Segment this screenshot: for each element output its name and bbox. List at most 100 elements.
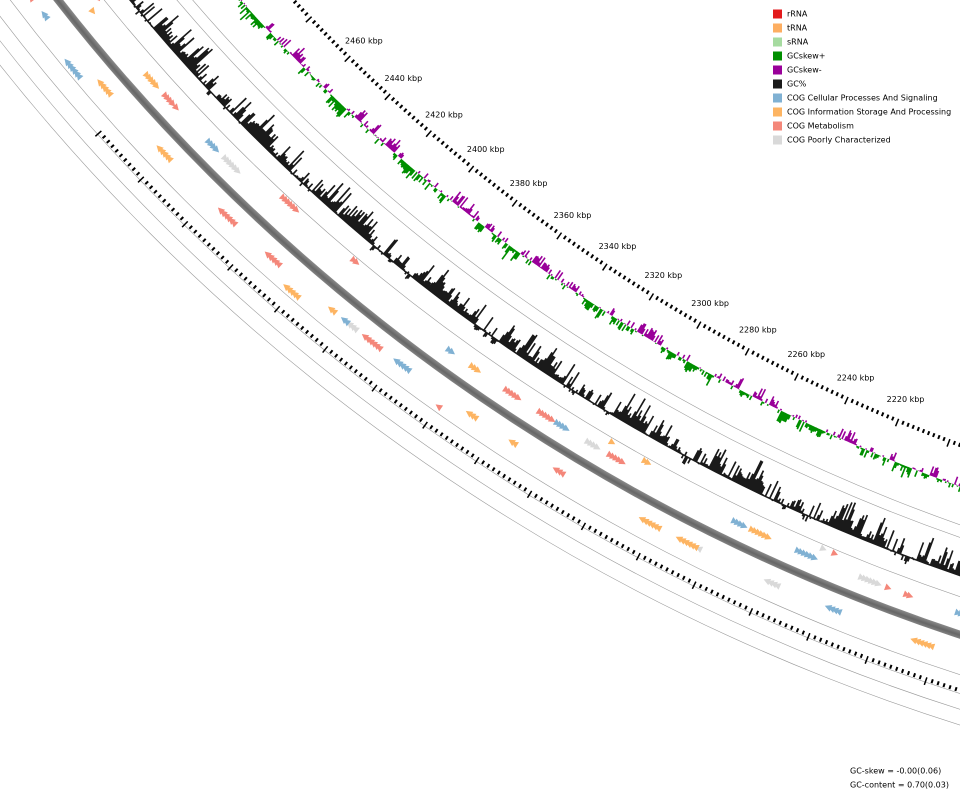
- outer-tick: [144, 180, 149, 185]
- scale-tick: [617, 272, 622, 277]
- gene-feature: [760, 531, 769, 538]
- outer-tick: [393, 399, 398, 404]
- scale-tick: [717, 332, 721, 337]
- gene-feature: [97, 79, 105, 87]
- gc-content-baseline: [129, 0, 960, 577]
- gene-feature: [142, 70, 150, 79]
- gene-feature: [393, 358, 401, 366]
- scale-tick: [613, 269, 618, 274]
- scale-tick: [585, 250, 590, 256]
- gene-feature: [220, 154, 228, 162]
- legend-label: COG Information Storage And Processing: [787, 108, 951, 117]
- scale-tick: [942, 436, 946, 442]
- outer-tick: [322, 345, 329, 354]
- outer-tick: [523, 487, 528, 492]
- outer-tick: [403, 406, 408, 412]
- gc-skew-stat: GC-skew = -0.00(0.06): [850, 767, 941, 776]
- gene-feature: [643, 458, 652, 465]
- outer-tick: [818, 637, 823, 643]
- outer-tick: [948, 684, 952, 690]
- legend-label: COG Poorly Characterized: [787, 136, 891, 145]
- outer-tick: [473, 456, 480, 465]
- gene-feature: [864, 575, 872, 583]
- scale-tick: [350, 59, 355, 64]
- scale-label: 2400 kbp: [467, 145, 505, 154]
- scale-tick: [483, 175, 488, 181]
- outer-tick: [118, 153, 124, 158]
- scale-tick: [636, 284, 641, 289]
- scale-tick: [674, 307, 678, 312]
- outer-tick: [481, 460, 486, 465]
- outer-tick: [243, 276, 248, 281]
- scale-tick: [415, 119, 420, 124]
- outer-tick: [166, 203, 171, 208]
- scale-tick: [419, 122, 424, 128]
- gene-feature: [88, 6, 96, 15]
- outer-tick: [648, 558, 653, 564]
- scale-tick: [553, 228, 558, 234]
- scale-label: 2360 kbp: [554, 211, 592, 220]
- gene-feature: [559, 422, 567, 429]
- gene-feature: [508, 439, 516, 447]
- outer-tick: [439, 432, 444, 437]
- scale-tick: [751, 350, 755, 355]
- scale-tick: [440, 140, 445, 146]
- scale-tick: [576, 244, 581, 250]
- outer-tick: [654, 561, 658, 566]
- scale-tick: [865, 405, 870, 410]
- gc-skew-minus: [240, 0, 960, 487]
- gene-feature: [640, 456, 649, 463]
- scale-tick: [722, 334, 726, 340]
- outer-tick: [698, 583, 703, 589]
- outer-tick: [715, 592, 720, 597]
- gene-feature: [605, 450, 614, 457]
- gene-feature: [444, 345, 453, 353]
- gene-feature: [535, 407, 544, 415]
- scale-label: 2420 kbp: [425, 110, 463, 119]
- scale-tick: [891, 416, 895, 421]
- outer-tick: [465, 449, 470, 455]
- scale-tick: [518, 202, 523, 208]
- scale-tick: [544, 222, 549, 227]
- outer-tick: [148, 185, 154, 190]
- legend-swatch: [773, 93, 782, 103]
- outer-tick: [560, 509, 565, 515]
- scale-tick: [820, 384, 824, 390]
- legend: rRNA tRNA sRNA GCskew+ GCskew- GC% COG Cellula…: [773, 9, 951, 145]
- outer-tick: [906, 670, 911, 676]
- outer-tick: [290, 317, 295, 323]
- scale-tick: [466, 161, 471, 167]
- gene-feature: [97, 0, 101, 2]
- outer-tick: [197, 233, 202, 239]
- outer-tick: [727, 597, 731, 602]
- gene-feature: [547, 415, 556, 422]
- outer-tick: [371, 384, 378, 392]
- outer-tick: [848, 649, 852, 654]
- outer-tick: [179, 216, 184, 221]
- gene-feature: [586, 439, 595, 446]
- scale-tick: [407, 111, 412, 117]
- scale-tick: [756, 353, 760, 358]
- scale-tick: [323, 31, 328, 37]
- scale-tick: [885, 414, 890, 419]
- scale-tick: [744, 347, 750, 356]
- outer-tick: [732, 600, 737, 605]
- gene-feature: [264, 251, 272, 259]
- outer-tick: [631, 549, 636, 555]
- scale-label: 2380 kbp: [510, 179, 548, 188]
- scale-tick: [556, 232, 563, 240]
- scale-tick: [731, 340, 736, 345]
- outer-tick: [918, 674, 922, 680]
- scale-tick: [311, 19, 317, 25]
- scale-tick: [319, 27, 324, 33]
- scale-tick: [775, 363, 780, 368]
- outer-tick: [772, 618, 777, 623]
- scale-tick: [581, 247, 585, 253]
- scale-tick: [509, 196, 514, 201]
- outer-tick: [659, 564, 664, 569]
- scale-tick: [880, 412, 885, 417]
- scale-tick: [362, 70, 367, 75]
- scale-tick: [468, 165, 475, 173]
- outer-tick: [778, 620, 782, 626]
- outer-tick: [710, 589, 714, 594]
